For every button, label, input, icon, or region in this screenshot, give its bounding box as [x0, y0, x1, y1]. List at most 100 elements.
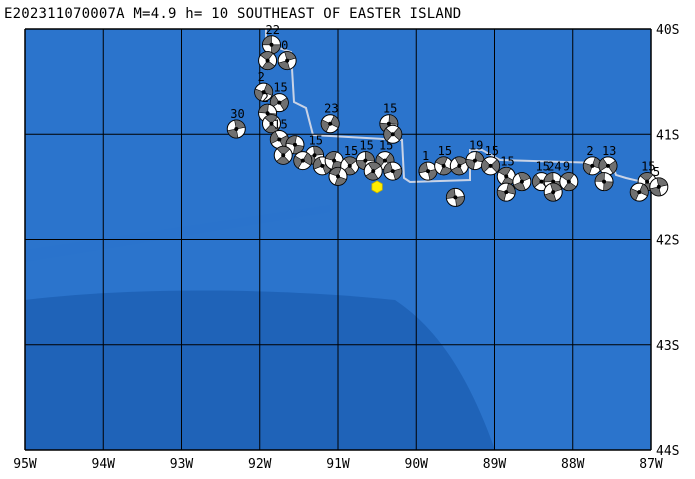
- beachball-compressional-quadrant: [603, 181, 614, 191]
- focal-mechanism: [328, 166, 348, 186]
- beachball-compressional-quadrant: [496, 189, 507, 202]
- focal-mechanism: [512, 172, 532, 192]
- focal-mechanism: 9: [559, 160, 579, 192]
- beachball-compressional-quadrant: [563, 181, 577, 191]
- beachball-center: [261, 90, 266, 95]
- longitude-label: 94W: [92, 457, 116, 472]
- focal-mechanism: [449, 156, 469, 176]
- beachball-center: [300, 158, 305, 163]
- mechanism-depth-label: 2: [258, 70, 265, 84]
- focal-mechanism: 30: [226, 107, 246, 139]
- beachball-compressional-quadrant: [261, 60, 276, 70]
- beachball-center: [312, 153, 317, 158]
- beachball-center: [292, 142, 297, 147]
- beachball-compressional-quadrant: [594, 172, 605, 182]
- beachball-compressional-quadrant: [418, 161, 429, 174]
- beachball-compressional-quadrant: [465, 158, 476, 170]
- beachball-center: [265, 58, 270, 63]
- beachball-compressional-quadrant: [383, 127, 394, 142]
- longitude-label: 89W: [483, 457, 507, 472]
- longitude-label: 90W: [405, 457, 429, 472]
- focal-mechanism: 23: [320, 102, 340, 134]
- focal-mechanism: [383, 124, 403, 144]
- latitude-label: 44S: [656, 444, 679, 459]
- beachball-center: [605, 163, 610, 168]
- beachball-center: [472, 158, 477, 163]
- beachball-center: [265, 111, 270, 116]
- beachball-compressional-quadrant: [276, 146, 291, 156]
- beachball-compressional-quadrant: [392, 168, 403, 181]
- focal-mechanism: [383, 161, 403, 181]
- beachball-compressional-quadrant: [325, 151, 337, 161]
- beachball-center: [390, 132, 395, 137]
- beachball-compressional-quadrant: [313, 146, 324, 156]
- beachball-compressional-quadrant: [320, 119, 331, 133]
- focal-mechanism: 0: [277, 39, 297, 71]
- focal-mechanism: [543, 182, 563, 202]
- beachball-compressional-quadrant: [285, 135, 297, 146]
- mechanism-depth-label: 13: [602, 144, 616, 158]
- beachball-center: [285, 58, 290, 63]
- beachball-compressional-quadrant: [435, 156, 448, 167]
- latitude-label: 41S: [656, 128, 679, 143]
- focal-mechanism: 13: [598, 144, 618, 176]
- latitude-label: 42S: [656, 234, 679, 249]
- focal-mechanism: [258, 51, 278, 71]
- axis-labels: 95W 94W 93W 92W 91W 90W 89W 88W 87W 40S 41S 42S 43S 4…: [13, 23, 679, 472]
- mechanism-depth-label: 15: [309, 133, 323, 147]
- longitude-label: 93W: [170, 457, 194, 472]
- beachball-compressional-quadrant: [532, 174, 542, 188]
- focal-mechanism: [594, 172, 614, 192]
- latitude-label: 40S: [656, 23, 679, 38]
- beachball-center: [332, 158, 337, 163]
- beachball-center: [519, 179, 524, 184]
- focal-mechanism: 22: [261, 23, 281, 55]
- mechanism-depth-label: 2: [586, 144, 593, 158]
- mechanism-depth-label: 30: [230, 107, 244, 121]
- beachball-center: [328, 121, 333, 126]
- beachball-compressional-quadrant: [450, 165, 464, 176]
- mechanism-depth-label: 23: [324, 102, 338, 116]
- beachball-center: [551, 179, 556, 184]
- beachball-compressional-quadrant: [481, 158, 492, 173]
- beachball-compressional-quadrant: [583, 162, 593, 175]
- beachball-compressional-quadrant: [455, 195, 465, 207]
- lat-lon-grid: [24, 28, 652, 451]
- beachball-center: [453, 195, 458, 200]
- beachball-center: [234, 126, 239, 131]
- beachball-center: [269, 121, 274, 126]
- focal-mechanism: 1: [418, 149, 438, 181]
- beachball-center: [390, 169, 395, 174]
- mechanism-depth-label: 15: [535, 160, 549, 174]
- mechanism-depth-label: 15: [344, 144, 358, 158]
- beachball-center: [441, 163, 446, 168]
- beachball-compressional-quadrant: [254, 88, 265, 101]
- focal-mechanism: 15: [496, 154, 516, 186]
- beachball-compressional-quadrant: [276, 154, 290, 165]
- mechanism-depth-label: 15: [438, 144, 452, 158]
- beachball-compressional-quadrant: [638, 183, 649, 197]
- beachball-center: [382, 158, 387, 163]
- mechanism-depth-label: 15: [383, 102, 397, 116]
- beachball-compressional-quadrant: [284, 51, 297, 61]
- focal-mechanism: [445, 187, 465, 207]
- mechanism-depth-label: 15: [485, 144, 499, 158]
- beachball-compressional-quadrant: [334, 175, 347, 186]
- mechanism-depth-label: 2: [262, 91, 269, 105]
- beachball-compressional-quadrant: [543, 172, 554, 183]
- beachball-compressional-quadrant: [234, 119, 246, 130]
- epicenter-layer: [371, 180, 383, 194]
- focal-mechanism: 2: [254, 70, 274, 102]
- focal-mechanism: [363, 161, 383, 181]
- mechanism-depth-label: 9: [563, 160, 570, 174]
- beachball-compressional-quadrant: [329, 167, 342, 177]
- beachball-center: [488, 163, 493, 168]
- longitude-label: 95W: [13, 457, 37, 472]
- mechanism-depth-label: 15: [500, 154, 514, 168]
- beachball-compressional-quadrant: [258, 103, 269, 114]
- longitude-label: 91W: [326, 457, 350, 472]
- beachball-center: [602, 179, 607, 184]
- beachball-center: [277, 137, 282, 142]
- beachball-compressional-quadrant: [513, 181, 526, 191]
- longitude-label: 92W: [248, 457, 272, 472]
